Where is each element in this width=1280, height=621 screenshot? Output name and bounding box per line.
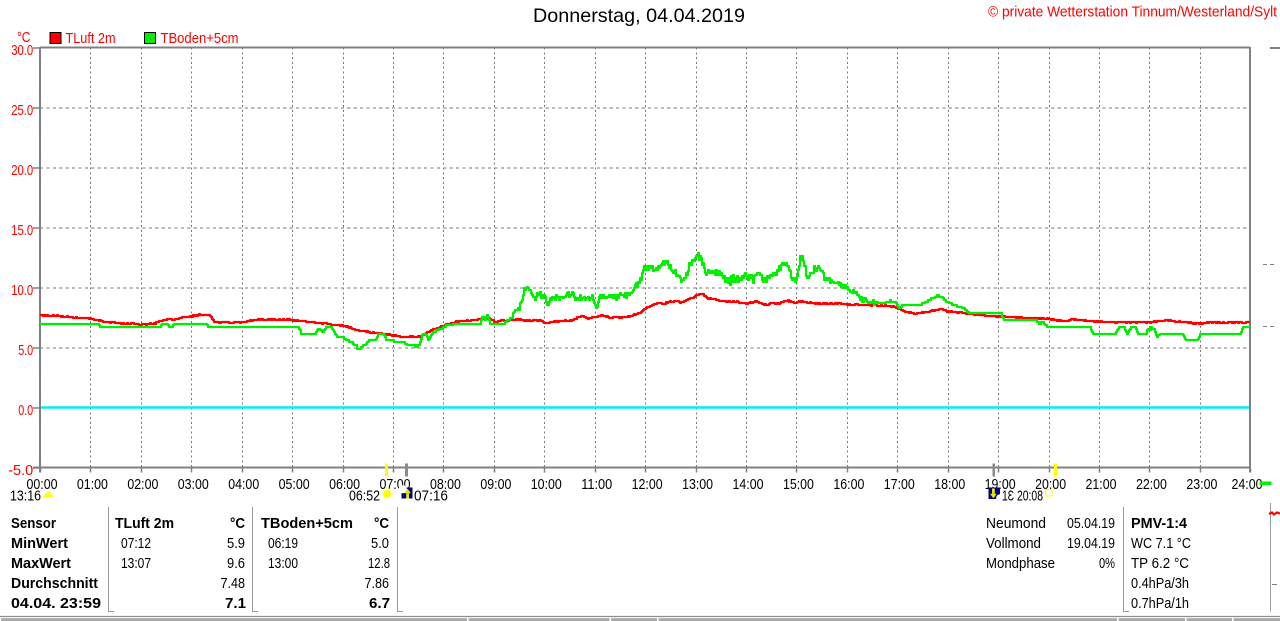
svg-text:TBoden+5cm: TBoden+5cm — [261, 516, 353, 532]
svg-text:19.04.19: 19.04.19 — [1067, 536, 1115, 552]
svg-text:7.48: 7.48 — [221, 576, 246, 592]
svg-text:04.04. 23:59: 04.04. 23:59 — [11, 596, 101, 612]
svg-text:Sensor: Sensor — [11, 516, 56, 532]
svg-text:7.86: 7.86 — [365, 576, 390, 592]
svg-text:°C: °C — [17, 30, 31, 46]
svg-text:06:00: 06:00 — [329, 477, 360, 493]
svg-text:17:00: 17:00 — [884, 477, 915, 493]
svg-text:PMV-1:4: PMV-1:4 — [1131, 516, 1187, 532]
svg-text:0.7hPa/1h: 0.7hPa/1h — [1131, 596, 1189, 612]
svg-text:12.8: 12.8 — [368, 556, 390, 572]
svg-text:Mondphase: Mondphase — [986, 556, 1055, 572]
svg-text:5.9: 5.9 — [227, 536, 245, 552]
svg-text:23:00: 23:00 — [1186, 477, 1217, 493]
svg-text:7.1: 7.1 — [225, 596, 246, 612]
svg-text:Vollmond: Vollmond — [986, 536, 1041, 552]
svg-text:22:00: 22:00 — [1136, 477, 1167, 493]
svg-text:Durchschnitt: Durchschnitt — [11, 576, 98, 592]
svg-text:Donnerstag, 04.04.2019: Donnerstag, 04.04.2019 — [533, 5, 745, 27]
svg-text:06:19: 06:19 — [268, 536, 298, 552]
svg-text:25.0: 25.0 — [11, 103, 33, 119]
svg-text:-5.0: -5.0 — [8, 463, 33, 479]
svg-text:10.0: 10.0 — [11, 283, 33, 299]
svg-text:WC 7.1 °C: WC 7.1 °C — [1131, 536, 1191, 552]
svg-text:01:00: 01:00 — [77, 477, 108, 493]
svg-text:TLuft 2m: TLuft 2m — [115, 516, 174, 532]
svg-text:13:07: 13:07 — [121, 556, 151, 572]
svg-text:14:00: 14:00 — [733, 477, 764, 493]
svg-text:5.0: 5.0 — [18, 343, 33, 359]
svg-text:13:16: 13:16 — [10, 489, 41, 505]
svg-text:21:00: 21:00 — [1086, 477, 1117, 493]
svg-text:03:00: 03:00 — [178, 477, 209, 493]
svg-text:09:00: 09:00 — [480, 477, 511, 493]
svg-text:Neumond: Neumond — [986, 516, 1046, 532]
svg-text:© private Wetterstation Tinnum: © private Wetterstation Tinnum/Westerlan… — [988, 5, 1277, 21]
svg-text:15.0: 15.0 — [11, 223, 33, 239]
svg-text:°C: °C — [230, 516, 245, 532]
svg-text:0.0: 0.0 — [18, 403, 33, 419]
svg-text:18:00: 18:00 — [934, 477, 965, 493]
svg-text:10:00: 10:00 — [531, 477, 562, 493]
svg-text:02:00: 02:00 — [127, 477, 158, 493]
svg-text:15:00: 15:00 — [783, 477, 814, 493]
svg-text:30.0: 30.0 — [11, 43, 33, 59]
svg-text:00:00: 00:00 — [27, 477, 58, 493]
svg-text:04:00: 04:00 — [228, 477, 259, 493]
svg-text:07:16: 07:16 — [414, 489, 448, 505]
svg-text:13:00: 13:00 — [682, 477, 713, 493]
svg-text:TP 6.2 °C: TP 6.2 °C — [1131, 556, 1189, 572]
svg-text:05.04.19: 05.04.19 — [1067, 516, 1115, 532]
svg-text:08:00: 08:00 — [430, 477, 461, 493]
svg-text:06:52: 06:52 — [349, 489, 380, 505]
svg-text:16:00: 16:00 — [833, 477, 864, 493]
svg-text:6.7: 6.7 — [369, 596, 390, 612]
svg-text:TLuft 2m: TLuft 2m — [66, 31, 116, 47]
svg-text:°C: °C — [374, 516, 389, 532]
svg-text:1Ɛ 20:08: 1Ɛ 20:08 — [1002, 489, 1043, 505]
svg-text:12:00: 12:00 — [632, 477, 663, 493]
svg-text:05:00: 05:00 — [279, 477, 310, 493]
svg-text:9.6: 9.6 — [227, 556, 245, 572]
svg-text:0.4hPa/3h: 0.4hPa/3h — [1131, 576, 1189, 592]
svg-text:20:00: 20:00 — [1035, 477, 1066, 493]
svg-text:MinWert: MinWert — [11, 536, 68, 552]
svg-text:5.0: 5.0 — [371, 536, 389, 552]
svg-text:07:12: 07:12 — [121, 536, 151, 552]
svg-text:TBoden+5cm: TBoden+5cm — [161, 31, 239, 47]
svg-text:24:00: 24:00 — [1232, 477, 1263, 493]
svg-text:11:00: 11:00 — [581, 477, 612, 493]
svg-text:13:00: 13:00 — [268, 556, 298, 572]
svg-text:0%: 0% — [1099, 556, 1115, 572]
svg-text:20.0: 20.0 — [11, 163, 33, 179]
svg-text:MaxWert: MaxWert — [11, 556, 71, 572]
